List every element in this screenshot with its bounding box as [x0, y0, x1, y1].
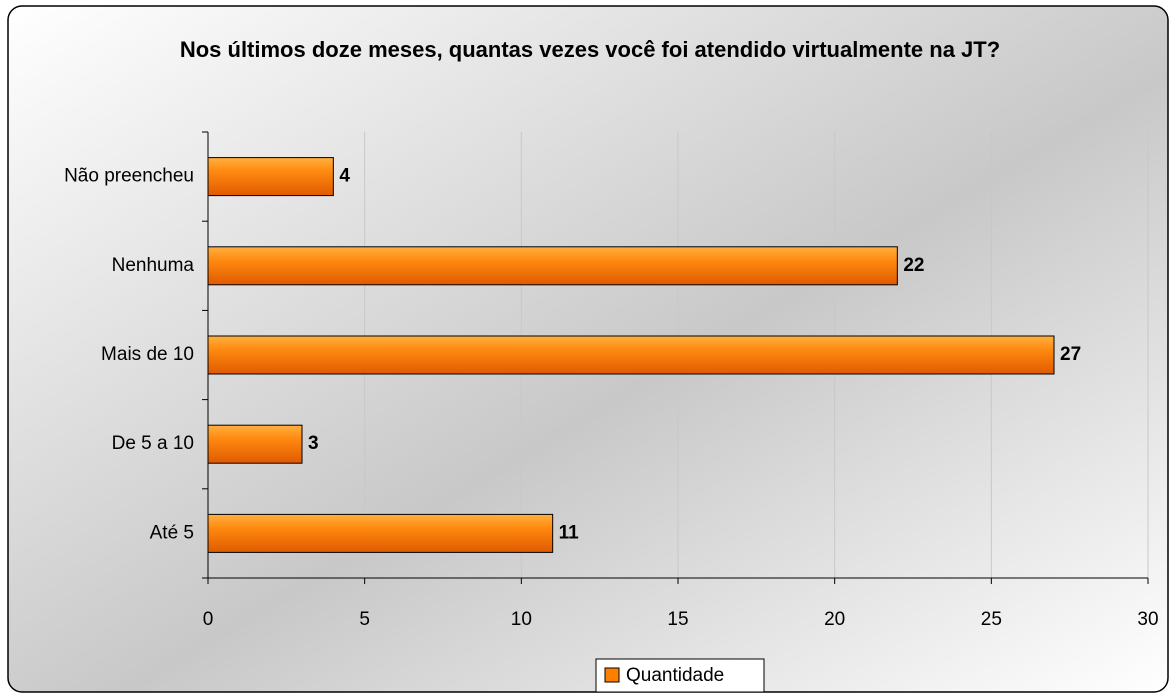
bar: [207, 335, 1055, 375]
data-label: 27: [1060, 344, 1081, 365]
chart-title: Nos últimos doze meses, quantas vezes vo…: [179, 37, 1001, 62]
y-tick-label: Mais de 10: [101, 344, 194, 365]
bar: [207, 424, 303, 464]
y-tick-label: Não preencheu: [64, 166, 194, 187]
legend-swatch: [604, 667, 620, 683]
x-tick-label: 25: [981, 609, 1002, 630]
data-label: 4: [339, 166, 350, 187]
x-tick-label: 20: [824, 609, 845, 630]
plot-area: 0 5 10 15 20 25 30 Não preencheu Nenhuma Mais de …: [64, 131, 1159, 693]
legend-label: Quantidade: [626, 665, 724, 686]
data-label: 3: [308, 433, 319, 454]
y-tick-label: Nenhuma: [112, 255, 195, 276]
bar: [207, 513, 554, 553]
x-tick-label: 0: [203, 609, 214, 630]
x-tick-label: 15: [667, 609, 688, 630]
bar: [207, 246, 898, 286]
x-tick-label: 5: [359, 609, 370, 630]
y-tick-label: Até 5: [150, 522, 194, 543]
legend-box: [595, 658, 765, 693]
x-tick-label: 30: [1137, 609, 1158, 630]
bar: [207, 157, 334, 197]
y-tick-label: De 5 a 10: [112, 433, 194, 454]
data-label: 22: [903, 255, 924, 276]
x-tick-label: 10: [511, 609, 532, 630]
data-label: 11: [559, 522, 580, 543]
